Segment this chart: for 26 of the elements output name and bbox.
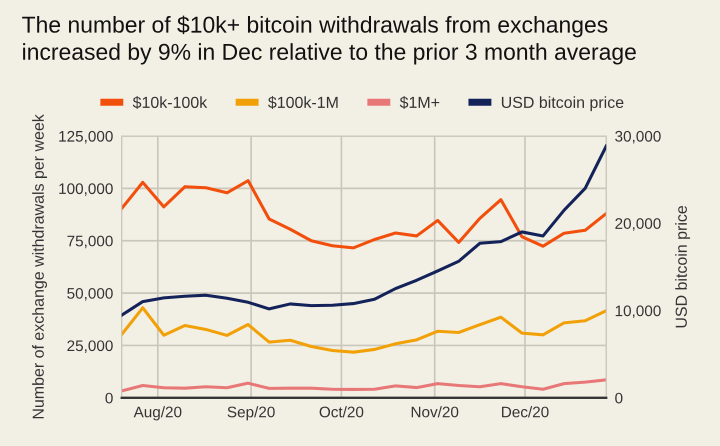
y2-tick-label: 20,000 [615,218,661,231]
y-tick-label: 50,000 [67,288,113,301]
x-tick-label: Aug/20 [134,406,182,420]
legend-label: $100k-1M [268,96,338,109]
y2-tick-label: 0 [615,392,622,404]
y-tick-label: 25,000 [67,340,113,353]
line-series [122,179,606,250]
line-series [122,144,606,317]
chart-title: The number of $10k+ bitcoin withdrawals from exchanges increased by 9% in Dec relative to the prior 3 month average [22,16,636,65]
line-series [122,378,606,392]
y-axis-title: Number of exchange withdrawals per week [32,114,48,418]
x-tick-label: Oct/20 [320,406,364,418]
y2-tick-label: 30,000 [615,130,661,144]
y-tick-label: 125,000 [59,130,113,144]
x-tick-label: Nov/20 [412,406,458,418]
legend-label: $1M+ [400,96,440,109]
legend-label: USD bitcoin price [502,96,624,112]
legend-label: $10k-100k [132,96,208,109]
y-tick-label: 0 [105,392,113,404]
y-tick-label: 75,000 [67,236,113,248]
y2-tick-label: 10,000 [616,305,661,318]
x-tick-label: Dec/20 [502,406,549,418]
y2-axis-title: USD bitcoin price [675,206,690,328]
x-tick-label: Sep/20 [228,406,275,420]
y-tick-label: 100,000 [59,183,113,196]
line-series [122,306,606,354]
